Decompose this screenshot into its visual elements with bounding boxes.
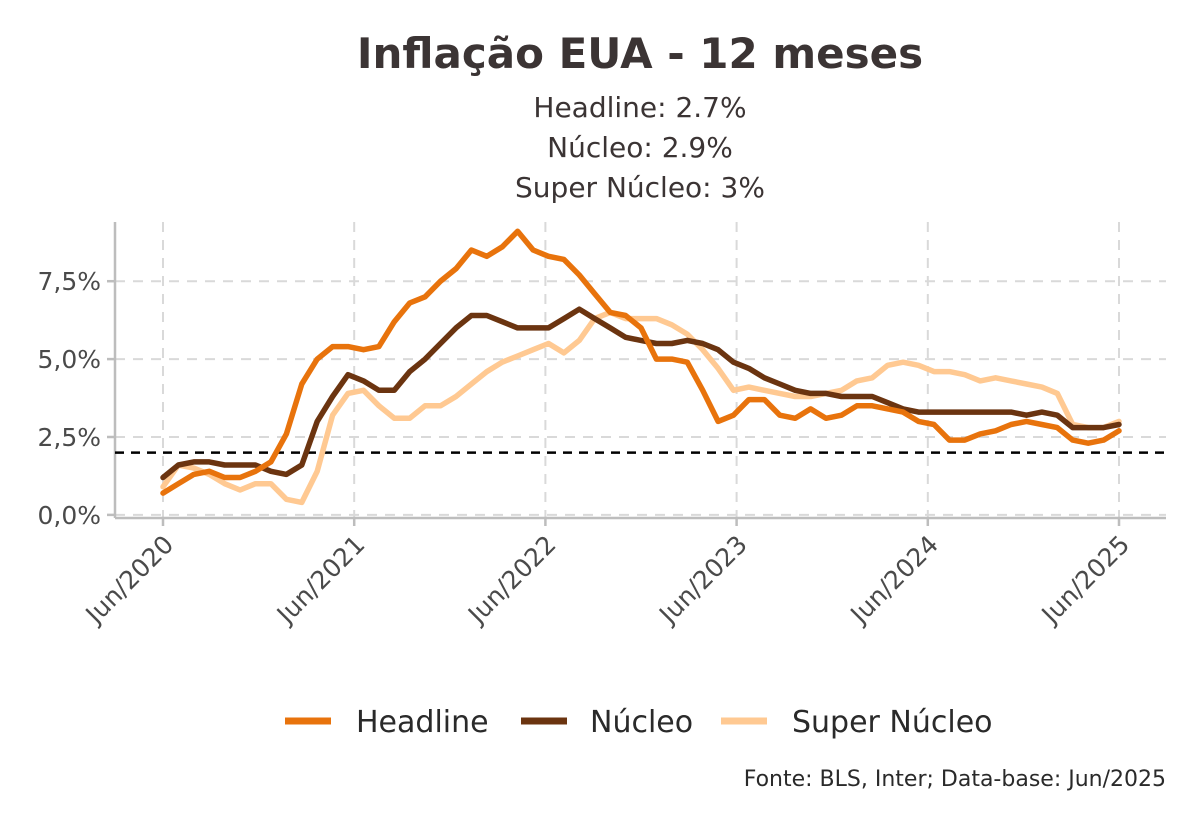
x-tick-label-5: Jun/2025 xyxy=(1035,530,1135,630)
x-tick-label-1: Jun/2021 xyxy=(270,530,370,630)
chart-title: Inflação EUA - 12 meses xyxy=(357,29,923,78)
source-caption: Fonte: BLS, Inter; Data-base: Jun/2025 xyxy=(744,767,1166,792)
y-tick-label-1: 2,5% xyxy=(37,423,101,452)
axes xyxy=(107,222,1166,526)
series-line-nucleo xyxy=(160,306,1122,481)
x-tick-label-3: Jun/2023 xyxy=(652,530,752,630)
x-tick-label-2: Jun/2022 xyxy=(461,530,561,630)
legend-label-super-nucleo: Super Núcleo xyxy=(792,705,993,740)
legend-label-headline: Headline xyxy=(356,705,489,740)
series-line-headline xyxy=(160,228,1122,496)
x-tick-label-4: Jun/2024 xyxy=(844,530,944,630)
y-tick-label-2: 5,0% xyxy=(37,345,101,374)
y-tick-label-3: 7,5% xyxy=(37,267,101,296)
x-tick-labels: Jun/2020 Jun/2021 Jun/2022 Jun/2023 Jun/2024… xyxy=(79,530,1135,630)
subtitle-super-nucleo: Super Núcleo: 3% xyxy=(515,171,765,204)
x-tick-label-0: Jun/2020 xyxy=(79,530,179,630)
y-tick-labels: 0,0% 2,5% 5,0% 7,5% xyxy=(37,267,101,530)
subtitle-nucleo: Núcleo: 2.9% xyxy=(547,131,733,164)
legend-label-nucleo: Núcleo xyxy=(590,705,693,740)
subtitle-headline: Headline: 2.7% xyxy=(533,91,746,124)
series-line-super-nucleo xyxy=(160,309,1122,506)
series-lines xyxy=(160,228,1122,506)
legend: Headline Núcleo Super Núcleo xyxy=(285,705,993,740)
grid xyxy=(115,222,1166,518)
y-tick-label-0: 0,0% xyxy=(37,501,101,530)
